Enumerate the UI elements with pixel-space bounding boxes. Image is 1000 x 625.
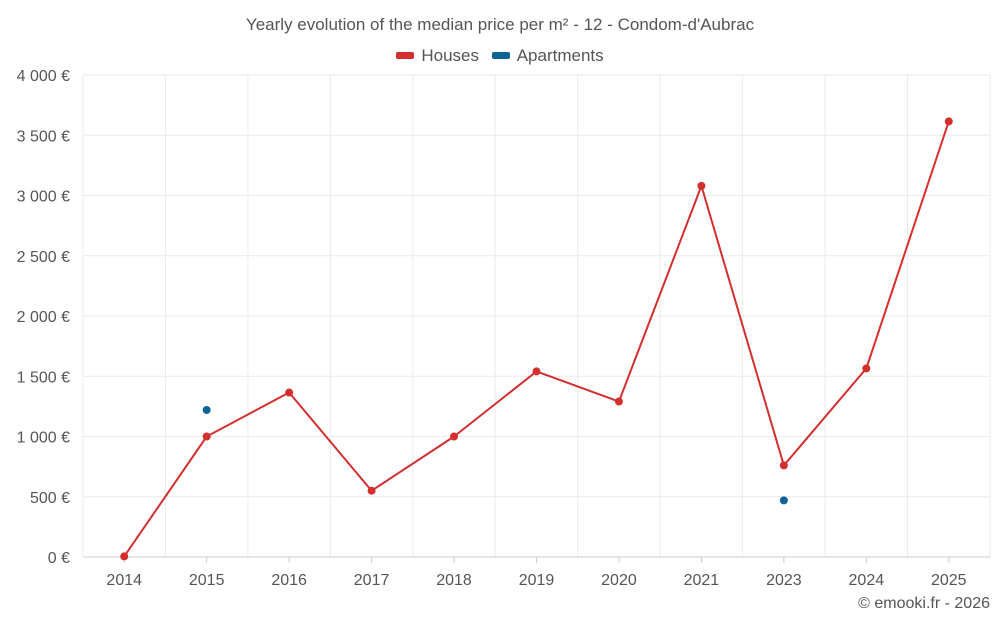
x-tick-label: 2017 [354, 572, 390, 589]
x-tick-label: 2025 [931, 572, 967, 589]
houses-point [614, 397, 623, 406]
apartments-point [202, 405, 211, 414]
y-tick-label: 2 500 € [17, 249, 70, 266]
y-tick-label: 3 500 € [17, 128, 70, 145]
apartments-point [779, 496, 788, 505]
y-tick-label: 3 000 € [17, 189, 70, 206]
houses-point [120, 552, 129, 561]
houses-point [285, 388, 294, 397]
x-tick-label: 2020 [601, 572, 637, 589]
y-tick-label: 2 000 € [17, 309, 70, 326]
x-tick-label: 2014 [106, 572, 142, 589]
series-houses [120, 117, 953, 561]
legend-label-houses: Houses [421, 45, 479, 65]
y-tick-label: 4 000 € [17, 68, 70, 85]
houses-point [367, 486, 376, 495]
y-tick-label: 1 000 € [17, 430, 70, 447]
houses-point [202, 432, 211, 441]
chart-title: Yearly evolution of the median price per… [245, 15, 755, 34]
legend-item-houses[interactable]: Houses [396, 46, 479, 66]
series-layer [120, 117, 953, 561]
houses-point [450, 432, 459, 441]
legend: Houses Apartments [0, 44, 1000, 66]
y-tick-label: 1 500 € [17, 369, 70, 386]
x-tick-label: 2015 [189, 572, 225, 589]
houses-point [697, 181, 706, 190]
legend-label-apartments: Apartments [516, 45, 604, 65]
axes: 0 € 500 € 1 000 € 1 500 € 2 000 € 2 500 € 3 00… [17, 68, 990, 589]
series-apartments [202, 405, 788, 505]
houses-point [779, 461, 788, 470]
houses-point [862, 364, 871, 373]
x-tick-label: 2021 [684, 572, 720, 589]
x-tick-label: 2016 [271, 572, 307, 589]
legend-swatch-apartments [491, 52, 510, 59]
x-tick-label: 2019 [519, 572, 555, 589]
x-tick-label: 2024 [849, 572, 885, 589]
legend-swatch-houses [396, 52, 415, 59]
y-tick-label: 500 € [30, 490, 70, 507]
houses-point [944, 117, 953, 126]
x-tick-label: 2018 [436, 572, 472, 589]
grid [82, 74, 991, 557]
credit-text: © emooki.fr - 2026 [858, 595, 990, 612]
legend-item-apartments[interactable]: Apartments [491, 45, 604, 66]
y-tick-label: 0 € [48, 550, 70, 567]
houses-point [532, 367, 541, 376]
x-tick-label: 2023 [766, 572, 802, 589]
